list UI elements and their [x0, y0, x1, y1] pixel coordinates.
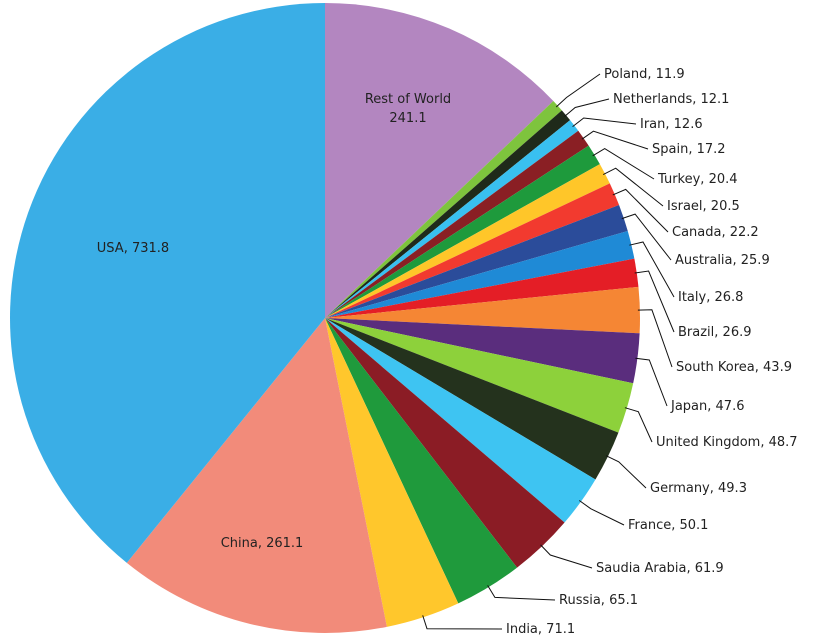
leader-south-korea: [637, 309, 673, 368]
slice-china: [126, 318, 387, 633]
leader-france: [579, 500, 625, 526]
label-south-korea: South Korea, 43.9: [676, 360, 792, 375]
slice-australia: [325, 205, 628, 318]
leader-japan: [635, 357, 668, 407]
label-saudia-arabia: Saudia Arabia, 61.9: [596, 561, 724, 576]
leader-italy: [629, 241, 675, 298]
leader-canada: [612, 188, 669, 233]
label-australia: Australia, 25.9: [675, 253, 770, 268]
slice-japan: [325, 318, 640, 384]
label-usa: USA, 731.8: [97, 241, 169, 256]
label-iran: Iran, 12.6: [640, 117, 703, 132]
slice-brazil: [325, 258, 639, 318]
leader-israel: [602, 167, 664, 207]
slice-spain: [325, 130, 589, 318]
label-russia: Russia, 65.1: [559, 593, 638, 608]
slice-israel: [325, 164, 610, 318]
label-japan: Japan, 47.6: [670, 399, 744, 414]
slice-canada: [325, 183, 620, 318]
label-france: France, 50.1: [628, 518, 708, 533]
leader-spain: [581, 130, 649, 150]
slice-turkey: [325, 145, 600, 318]
slice-rest-of-world: [325, 3, 554, 318]
leader-saudia-arabia: [540, 544, 593, 569]
slice-iran: [325, 120, 579, 318]
label-israel: Israel, 20.5: [667, 199, 740, 214]
label-canada: Canada, 22.2: [672, 225, 759, 240]
label-china: China, 261.1: [221, 536, 304, 551]
slice-usa: [10, 3, 325, 563]
leader-iran: [572, 117, 637, 127]
leader-lines: [422, 73, 675, 630]
leader-poland: [555, 73, 601, 108]
leader-netherlands: [564, 98, 610, 117]
leader-turkey: [592, 148, 655, 180]
slice-germany: [325, 318, 619, 480]
label-rest-of-world: Rest of World 241.1: [365, 92, 451, 126]
leader-germany: [605, 455, 647, 489]
leader-brazil: [634, 270, 675, 333]
label-turkey: Turkey, 20.4: [657, 172, 738, 187]
slice-italy: [325, 231, 635, 318]
slice-united-kingdom: [325, 318, 634, 433]
slice-labels: Rest of World 241.1 Poland, 11.9 Netherland…: [97, 67, 798, 637]
label-germany: Germany, 49.3: [650, 481, 747, 496]
leader-united-kingdom: [624, 407, 653, 443]
leader-australia: [621, 213, 672, 261]
pie-slices: [10, 3, 641, 633]
leader-india: [422, 615, 503, 630]
label-poland: Poland, 11.9: [604, 67, 685, 82]
slice-saudia-arabia: [325, 318, 565, 568]
label-italy: Italy, 26.8: [678, 290, 743, 305]
slice-poland: [325, 101, 562, 318]
label-india: India, 71.1: [506, 622, 575, 637]
label-united-kingdom: United Kingdom, 48.7: [656, 435, 798, 450]
label-spain: Spain, 17.2: [652, 142, 726, 157]
slice-france: [325, 318, 596, 523]
label-netherlands: Netherlands, 12.1: [613, 92, 729, 107]
slice-russia: [325, 318, 518, 604]
slice-india: [325, 318, 459, 627]
slice-south-korea: [325, 286, 641, 334]
slice-netherlands: [325, 110, 571, 318]
leader-russia: [487, 585, 556, 601]
label-brazil: Brazil, 26.9: [678, 325, 752, 340]
